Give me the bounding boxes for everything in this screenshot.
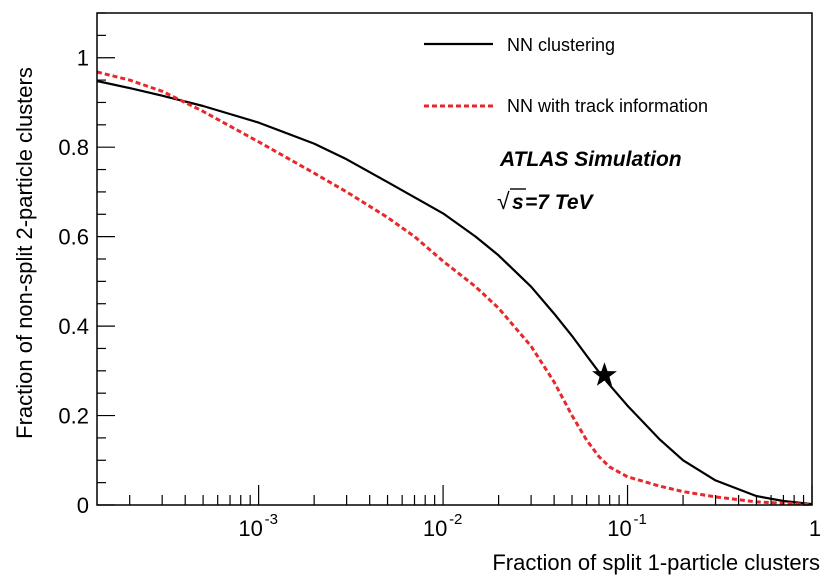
y-axis-label: Fraction of non-split 2-particle cluster…: [12, 67, 37, 439]
y-tick-label: 1: [77, 46, 89, 71]
energy-s: s: [512, 191, 524, 214]
series-line-nn-track-information: [96, 70, 813, 507]
y-tick-label: 0.6: [58, 225, 89, 250]
y-tick-label: 0.8: [58, 135, 89, 160]
x-axis-label: Fraction of split 1-particle clusters: [492, 550, 820, 575]
energy-sqrt-symbol: √: [497, 188, 510, 214]
energy-label: √ s =7 TeV: [497, 188, 595, 214]
x-tick-label-exponent: -2: [449, 511, 462, 528]
curves: [96, 70, 813, 507]
y-tick-label: 0.4: [58, 314, 89, 339]
y-tick-label: 0: [77, 493, 89, 518]
x-tick-label: 10: [607, 516, 631, 541]
atlas-simulation-label: ATLAS Simulation: [499, 148, 682, 171]
y-tick-label: 0.2: [58, 404, 89, 429]
legend-label-nn-track: NN with track information: [507, 96, 708, 116]
legend: NN clustering NN with track information: [424, 35, 708, 116]
x-tick-label-exponent: -3: [265, 511, 278, 528]
working-point-star-marker: [592, 362, 617, 386]
x-tick-label-exponent: -1: [634, 511, 647, 528]
axis-ticks: [97, 12, 813, 506]
x-tick-label: 10: [238, 516, 262, 541]
x-tick-label: 1: [809, 516, 821, 541]
series-line-nn-clustering: [96, 79, 813, 506]
x-tick-label: 10: [423, 516, 447, 541]
legend-label-nn-clustering: NN clustering: [507, 35, 615, 55]
energy-value: =7 TeV: [525, 191, 595, 214]
plot-frame: [96, 12, 813, 506]
